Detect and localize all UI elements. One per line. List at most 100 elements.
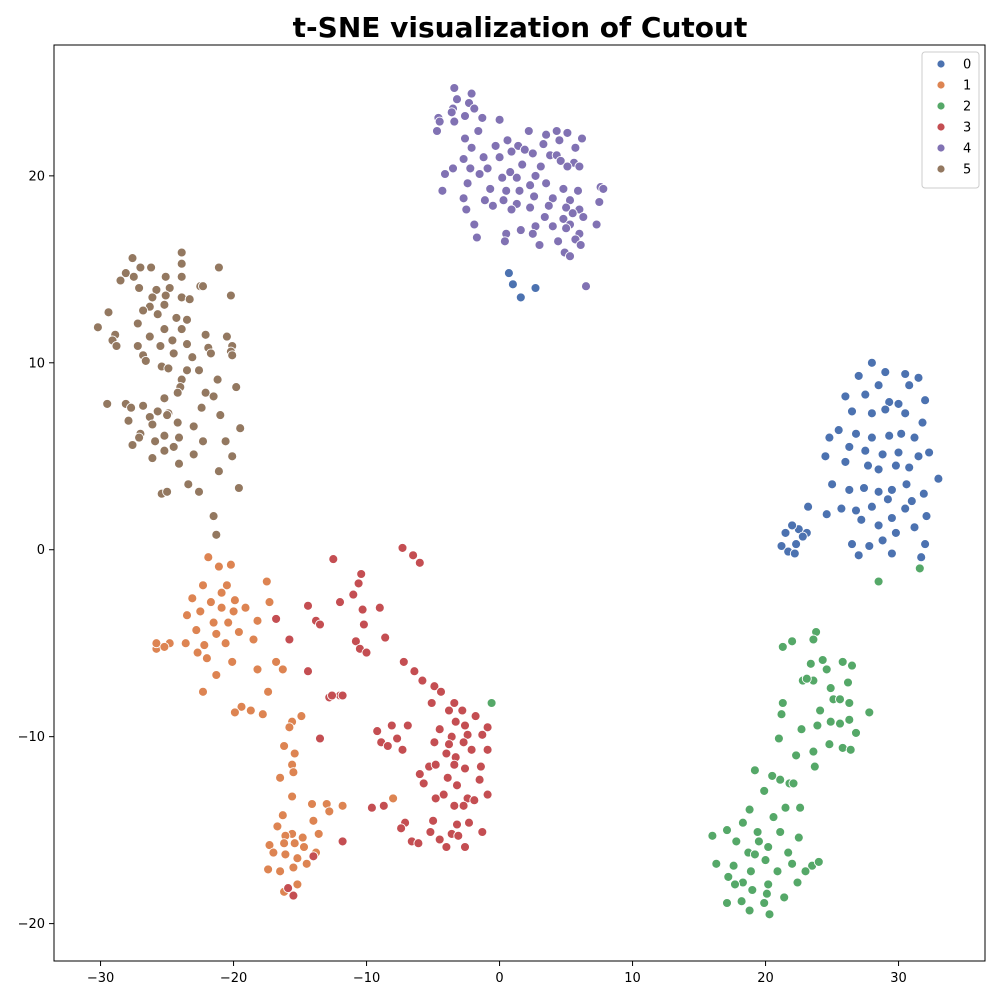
- data-point-class-1: [199, 640, 210, 651]
- data-point-class-3: [328, 554, 339, 565]
- data-point-class-5: [212, 374, 223, 385]
- data-point-class-3: [337, 690, 348, 701]
- data-point-class-4: [519, 144, 530, 155]
- data-point-class-5: [200, 387, 211, 398]
- data-point-class-5: [167, 335, 178, 346]
- data-point-class-3: [482, 744, 493, 755]
- data-point-class-1: [284, 722, 295, 733]
- data-point-class-4: [473, 126, 484, 136]
- x-tick-label: −20: [220, 971, 247, 986]
- data-point-class-2: [711, 858, 722, 869]
- data-point-class-2: [753, 836, 764, 847]
- legend-label-class-3: 3: [963, 121, 971, 136]
- data-point-class-2: [486, 698, 497, 708]
- data-point-class-3: [469, 795, 480, 806]
- data-point-class-3: [477, 827, 488, 837]
- plot-area-frame: [53, 44, 986, 962]
- data-point-class-3: [457, 705, 468, 716]
- data-point-class-5: [172, 387, 183, 398]
- data-point-class-1: [201, 653, 212, 664]
- data-point-class-3: [284, 634, 295, 645]
- data-point-class-3: [398, 656, 409, 667]
- data-point-class-1: [213, 561, 224, 572]
- data-point-class-2: [749, 765, 760, 776]
- data-point-class-4: [440, 169, 450, 179]
- data-point-class-4: [575, 240, 586, 250]
- data-point-class-0: [803, 501, 814, 512]
- data-point-class-0: [886, 484, 897, 495]
- data-point-class-4: [485, 183, 496, 194]
- data-point-class-1: [180, 638, 191, 649]
- data-point-class-1: [187, 593, 198, 604]
- data-point-class-4: [511, 172, 522, 183]
- data-point-class-1: [216, 587, 227, 598]
- data-point-class-3: [378, 800, 389, 811]
- data-point-class-4: [535, 161, 546, 172]
- data-point-class-2: [800, 866, 811, 877]
- data-point-class-4: [494, 152, 505, 163]
- data-point-class-3: [350, 636, 361, 647]
- data-point-class-0: [851, 428, 861, 439]
- data-point-class-3: [449, 698, 460, 708]
- data-point-class-4: [458, 154, 469, 164]
- x-tick-label: −10: [353, 971, 380, 986]
- data-point-class-1: [263, 864, 274, 875]
- data-point-class-1: [252, 664, 263, 675]
- data-point-class-3: [429, 681, 440, 692]
- data-point-class-3: [442, 772, 453, 783]
- legend-label-class-1: 1: [963, 79, 971, 94]
- data-point-class-4: [448, 163, 458, 174]
- data-point-class-0: [877, 535, 888, 546]
- data-point-class-1: [211, 628, 222, 639]
- data-point-class-5: [151, 284, 162, 295]
- data-point-class-5: [213, 466, 224, 477]
- data-point-class-2: [845, 744, 856, 755]
- data-point-class-2: [837, 742, 848, 753]
- data-point-class-3: [460, 842, 470, 852]
- data-point-class-3: [397, 542, 408, 553]
- data-point-class-1: [337, 800, 348, 811]
- data-point-class-5: [176, 271, 187, 282]
- data-point-class-5: [184, 294, 195, 305]
- data-point-class-2: [747, 885, 758, 895]
- data-point-class-4: [449, 116, 460, 127]
- data-point-class-5: [182, 339, 192, 350]
- data-point-class-4: [498, 195, 509, 206]
- data-point-class-3: [327, 690, 337, 701]
- data-point-class-4: [558, 183, 569, 194]
- data-point-class-4: [538, 139, 549, 150]
- data-point-class-4: [482, 163, 493, 174]
- data-point-class-4: [505, 167, 516, 178]
- data-point-class-2: [749, 849, 760, 860]
- data-point-class-1: [257, 709, 268, 720]
- data-point-class-1: [261, 576, 272, 587]
- data-point-class-3: [402, 720, 413, 731]
- data-point-class-2: [777, 641, 788, 652]
- data-point-class-0: [890, 460, 901, 471]
- x-tick-label: 20: [757, 971, 774, 986]
- data-point-class-4: [469, 219, 480, 230]
- data-point-class-0: [890, 527, 901, 538]
- data-point-class-4: [466, 88, 477, 99]
- data-point-class-5: [221, 331, 232, 342]
- data-point-class-2: [736, 896, 747, 907]
- data-point-class-3: [361, 647, 372, 658]
- data-point-class-1: [208, 617, 219, 628]
- data-point-class-0: [873, 520, 884, 531]
- data-point-class-3: [425, 827, 436, 837]
- data-point-class-1: [299, 842, 309, 852]
- data-point-class-1: [264, 597, 275, 608]
- data-point-class-5: [227, 350, 238, 361]
- data-point-class-2: [847, 660, 857, 671]
- data-point-class-3: [482, 722, 493, 733]
- data-point-class-0: [530, 283, 541, 293]
- data-point-class-4: [494, 114, 505, 125]
- data-point-class-5: [150, 436, 161, 447]
- data-point-class-0: [896, 428, 907, 439]
- data-point-class-2: [788, 778, 799, 789]
- data-point-class-5: [155, 341, 166, 351]
- data-point-class-4: [534, 240, 545, 250]
- data-point-class-3: [396, 823, 407, 834]
